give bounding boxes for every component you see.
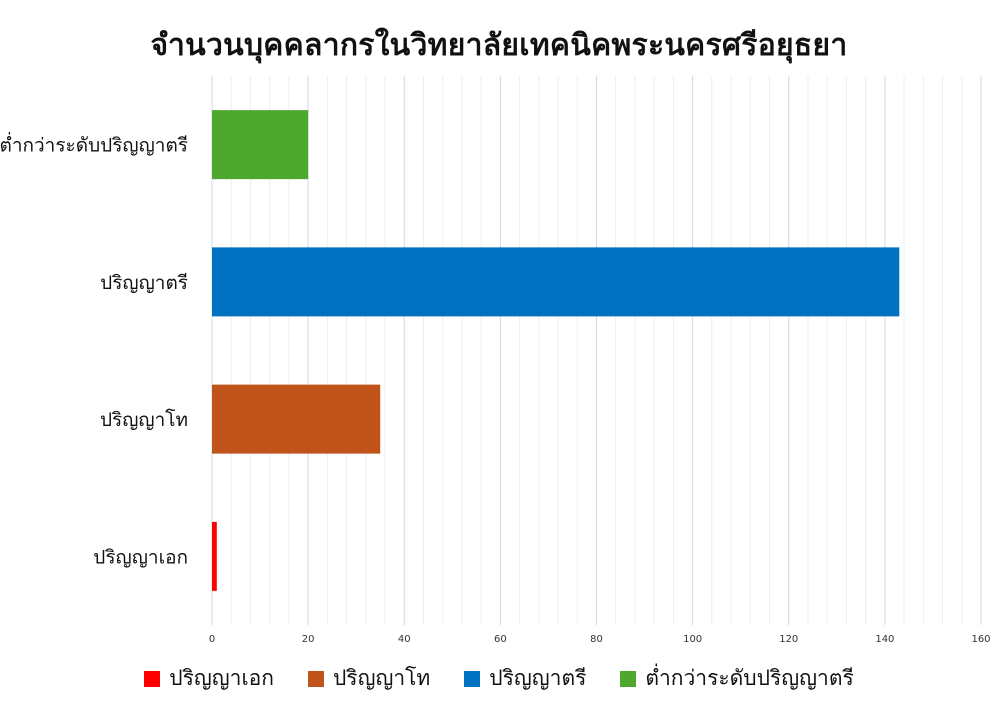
x-tick-label: 0 bbox=[209, 634, 215, 645]
bar-2[interactable] bbox=[212, 247, 900, 317]
x-tick-label: 40 bbox=[398, 634, 411, 645]
legend-label: ปริญญาเอก bbox=[169, 666, 274, 690]
legend-item[interactable]: ปริญญาโท bbox=[307, 662, 431, 695]
bars bbox=[212, 110, 900, 591]
x-tick-label: 140 bbox=[875, 634, 894, 645]
category-label: ปริญญาตรี bbox=[100, 272, 188, 294]
bar-1[interactable] bbox=[212, 110, 309, 180]
legend-item[interactable]: ปริญญาตรี bbox=[464, 662, 586, 695]
bar-3[interactable] bbox=[212, 384, 381, 454]
x-tick-label: 120 bbox=[779, 634, 798, 645]
category-label: ปริญญาโท bbox=[100, 408, 188, 431]
bar-chart: ต่ำกว่าระดับปริญญาตรีปริญญาตรีปริญญาโทปร… bbox=[0, 76, 991, 645]
legend-swatch bbox=[620, 670, 637, 687]
legend: ปริญญาเอก ปริญญาโท ปริญญาตรี ต่ำกว่าระดับปร… bbox=[0, 662, 998, 695]
legend-item[interactable]: ปริญญาเอก bbox=[144, 662, 274, 695]
legend-swatch bbox=[144, 670, 161, 687]
legend-swatch bbox=[307, 670, 324, 687]
grid-lines bbox=[211, 76, 982, 625]
chart-title: จำนวนบุคคลากรในวิทยาลัยเทคนิคพระนครศรีอย… bbox=[150, 28, 848, 63]
x-tick-label: 60 bbox=[494, 634, 507, 645]
x-tick-labels: 0 20 40 60 80 100 120 140 160 bbox=[209, 634, 991, 645]
x-tick-label: 80 bbox=[590, 634, 603, 645]
bar-4[interactable] bbox=[212, 521, 217, 591]
x-tick-label: 20 bbox=[302, 634, 315, 645]
legend-label: ปริญญาโท bbox=[332, 666, 431, 690]
x-tick-label: 100 bbox=[683, 634, 702, 645]
category-labels: ต่ำกว่าระดับปริญญาตรีปริญญาตรีปริญญาโทปร… bbox=[0, 132, 188, 569]
legend-swatch bbox=[464, 670, 481, 687]
legend-label: ปริญญาตรี bbox=[489, 666, 587, 690]
legend-label: ต่ำกว่าระดับปริญญาตรี bbox=[645, 666, 854, 690]
category-label: ปริญญาเอก bbox=[93, 546, 188, 568]
category-label: ต่ำกว่าระดับปริญญาตรี bbox=[0, 132, 188, 157]
x-tick-label: 160 bbox=[971, 634, 990, 645]
legend-item[interactable]: ต่ำกว่าระดับปริญญาตรี bbox=[620, 662, 854, 695]
